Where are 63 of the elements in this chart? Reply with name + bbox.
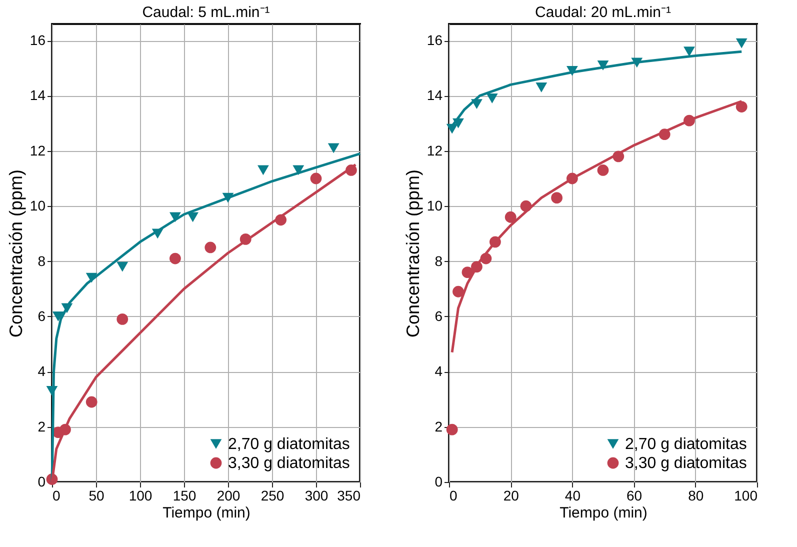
y-tick-label: 14 <box>30 87 46 104</box>
x-tick-label: 150 <box>172 488 196 504</box>
x-tick-label: 50 <box>88 488 104 504</box>
y-tick-label: 0 <box>38 474 46 490</box>
y-tick-label: 12 <box>30 142 46 158</box>
x-axis-title: Tiempo (min) <box>560 504 648 522</box>
point <box>486 94 498 104</box>
point <box>736 38 748 48</box>
point <box>258 165 269 176</box>
point <box>170 252 181 264</box>
point <box>536 82 548 92</box>
point <box>328 143 340 154</box>
point <box>204 242 216 254</box>
point <box>452 286 464 298</box>
y-tick-label: 4 <box>434 363 443 380</box>
x-tick-label: 200 <box>216 488 240 504</box>
x-axis-title: Tiempo (min) <box>162 504 250 522</box>
x-tick-label: 300 <box>304 488 328 504</box>
y-tick-label: 12 <box>426 142 443 158</box>
x-tick-label: 20 <box>503 488 520 504</box>
y-tick-label: 8 <box>38 252 46 269</box>
point <box>684 46 695 57</box>
legend-label: 2,70 g diatomitas <box>625 436 747 453</box>
y-axis-title: Concentración (ppm) <box>6 169 26 338</box>
chart-title: Caudal: 5 mL.min⁻¹ <box>142 4 270 21</box>
point <box>86 396 98 408</box>
x-tick-label: 80 <box>688 488 704 504</box>
y-tick-label: 0 <box>434 474 443 490</box>
y-tick-label: 10 <box>426 198 443 214</box>
point <box>52 312 64 322</box>
y-tick-label: 14 <box>426 87 443 104</box>
y-tick-label: 2 <box>38 418 46 434</box>
y-axis-title: Concentración (ppm) <box>402 169 423 338</box>
x-tick-label: 0 <box>52 488 60 504</box>
y-tick-label: 8 <box>434 252 443 269</box>
point <box>462 266 474 278</box>
y-tick-label: 16 <box>30 32 46 48</box>
y-tick-label: 2 <box>434 418 443 434</box>
x-tick-label: 0 <box>450 488 458 504</box>
y-tick-label: 6 <box>434 308 443 324</box>
x-tick-label: 350 <box>337 488 361 504</box>
point <box>504 211 516 223</box>
y-tick-label: 16 <box>426 32 443 48</box>
point <box>116 262 128 272</box>
x-tick-label: 60 <box>626 488 642 504</box>
legend-label: 3,30 g diatomitas <box>228 455 350 472</box>
x-tick-label: 100 <box>128 488 152 504</box>
y-tick-label: 10 <box>30 198 46 214</box>
point <box>736 101 748 112</box>
x-tick-label: 100 <box>734 488 758 504</box>
legend-label: 2,70 g diatomitas <box>228 436 350 453</box>
legend-label: 3,30 g diatomitas <box>625 455 747 472</box>
point <box>116 314 128 325</box>
x-tick-label: 40 <box>564 488 581 504</box>
y-tick-label: 4 <box>38 363 46 380</box>
point <box>446 424 458 436</box>
point <box>551 192 562 204</box>
y-tick-label: 6 <box>38 308 46 324</box>
point <box>310 172 322 184</box>
point <box>597 164 609 176</box>
chart-title: Caudal: 20 mL.min⁻¹ <box>535 4 671 21</box>
point <box>187 212 198 222</box>
x-tick-label: 250 <box>260 488 284 504</box>
